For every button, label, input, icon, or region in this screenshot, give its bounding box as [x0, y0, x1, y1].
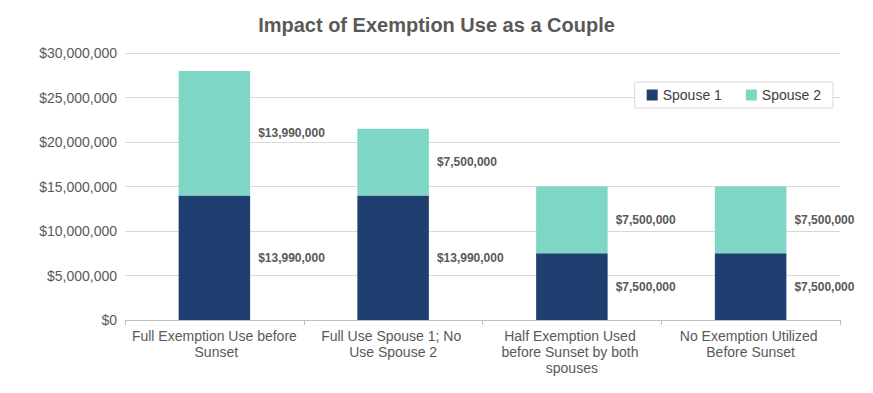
svg-text:$7,500,000: $7,500,000: [616, 213, 676, 227]
svg-text:Before Sunset: Before Sunset: [706, 344, 795, 360]
svg-text:$25,000,000: $25,000,000: [39, 90, 117, 106]
svg-text:Sunset: Sunset: [191, 344, 239, 360]
svg-text:$13,990,000: $13,990,000: [258, 126, 325, 140]
svg-text:$7,500,000: $7,500,000: [794, 213, 854, 227]
svg-text:spouses: spouses: [546, 360, 598, 376]
svg-text:Impact of Exemption Use as a C: Impact of Exemption Use as a Couple: [258, 14, 615, 36]
svg-text:Half Exemption Used: Half Exemption Used: [504, 328, 639, 344]
svg-text:before Sunset by both: before Sunset by both: [501, 344, 642, 360]
svg-text:$13,990,000: $13,990,000: [437, 251, 504, 265]
svg-text:$10,000,000: $10,000,000: [39, 223, 117, 239]
svg-text:Spouse 1: Spouse 1: [663, 87, 722, 103]
svg-text:Full Exemption Use before: Full Exemption Use before: [132, 328, 297, 344]
svg-text:$13,990,000: $13,990,000: [258, 251, 325, 265]
svg-text:Spouse 2: Spouse 2: [762, 87, 821, 103]
svg-text:$0: $0: [101, 312, 117, 328]
svg-text:$20,000,000: $20,000,000: [39, 134, 117, 150]
svg-text:$7,500,000: $7,500,000: [794, 280, 854, 294]
svg-text:Use Spouse 2: Use Spouse 2: [349, 344, 437, 360]
svg-text:Full Use Spouse 1; No: Full Use Spouse 1; No: [321, 328, 465, 344]
svg-text:$7,500,000: $7,500,000: [437, 155, 497, 169]
svg-text:$7,500,000: $7,500,000: [616, 280, 676, 294]
svg-text:No Exemption Utilized: No Exemption Utilized: [680, 328, 822, 344]
svg-text:$5,000,000: $5,000,000: [47, 268, 117, 284]
svg-text:$30,000,000: $30,000,000: [39, 45, 117, 61]
svg-text:$15,000,000: $15,000,000: [39, 179, 117, 195]
